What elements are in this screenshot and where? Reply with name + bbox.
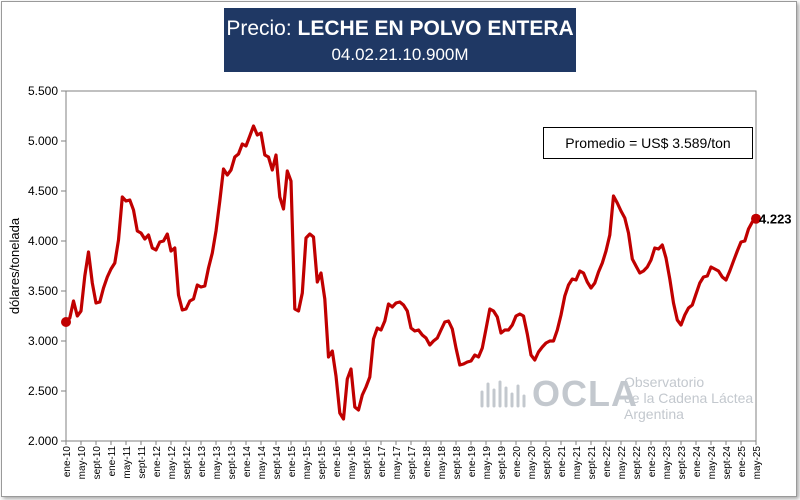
x-tick-label: may-10 <box>77 446 88 480</box>
x-tick-label: sept-22 <box>632 446 643 480</box>
last-point-marker <box>751 213 761 224</box>
x-tick-label: sept-15 <box>317 446 328 480</box>
x-tick-label: may-24 <box>707 446 718 480</box>
x-tick-label: ene-13 <box>197 446 208 478</box>
x-tick-label: may-12 <box>167 446 178 480</box>
x-tick-label: ene-14 <box>242 446 253 478</box>
y-tick-label: 5.500 <box>28 84 58 98</box>
ocla-line1: Observatorio <box>624 374 705 390</box>
ocla-watermark: OCLA Observatorio de la Cadena Láctea Ar… <box>478 372 758 428</box>
x-tick-label: ene-11 <box>107 446 118 477</box>
title-product: LECHE EN POLVO ENTERA <box>297 17 574 40</box>
ocla-line3: Argentina <box>624 406 684 422</box>
ocla-logo-icon <box>480 380 526 408</box>
x-tick-label: sept-11 <box>137 446 148 479</box>
chart-subtitle: 04.02.21.10.900M <box>331 45 469 64</box>
x-tick-label: ene-17 <box>377 446 388 478</box>
x-tick-label: ene-23 <box>647 446 658 478</box>
x-tick-label: may-19 <box>482 446 493 480</box>
x-tick-label: may-14 <box>257 446 268 480</box>
average-annotation: Promedio = US$ 3.589/ton <box>543 127 753 159</box>
x-tick-label: sept-14 <box>272 446 283 480</box>
x-tick-label: ene-12 <box>152 446 163 478</box>
y-tick-label: 4.500 <box>28 184 58 198</box>
x-tick-label: sept-18 <box>452 446 463 480</box>
x-tick-label: may-20 <box>527 446 538 480</box>
x-tick-label: may-11 <box>122 446 133 479</box>
x-tick-label: may-16 <box>347 446 358 480</box>
y-tick-label: 2.000 <box>28 434 58 448</box>
x-tick-label: ene-22 <box>602 446 613 478</box>
x-tick-label: sept-21 <box>587 446 598 480</box>
x-tick-label: sept-24 <box>722 446 733 480</box>
ocla-org-name: Observatorio de la Cadena Láctea Argenti… <box>624 374 753 422</box>
last-value-label: 4.223 <box>759 212 792 227</box>
x-tick-label: sept-13 <box>227 446 238 480</box>
ocla-brand-text: OCLA <box>532 373 638 414</box>
y-tick-label: 3.000 <box>28 334 58 348</box>
x-tick-label: may-21 <box>572 446 583 480</box>
chart-title-box: Precio: LECHE EN POLVO ENTERA 04.02.21.1… <box>224 8 576 72</box>
x-tick-label: sept-10 <box>92 446 103 480</box>
price-series-line <box>64 124 758 421</box>
y-axis-title: dólares/tonelada <box>7 217 22 314</box>
x-tick-label: may-18 <box>437 446 448 480</box>
chart-title: Precio: LECHE EN POLVO ENTERA <box>224 16 576 42</box>
x-tick-label: sept-19 <box>497 446 508 480</box>
x-tick-label: sept-23 <box>677 446 688 480</box>
y-tick-label: 5.000 <box>28 134 58 148</box>
ocla-line2: de la Cadena Láctea <box>624 390 754 406</box>
y-tick-label: 3.500 <box>28 284 58 298</box>
x-tick-label: ene-25 <box>737 446 748 478</box>
x-tick-label: sept-20 <box>542 446 553 480</box>
x-tick-label: may-23 <box>662 446 673 480</box>
y-tick-label: 2.500 <box>28 384 58 398</box>
x-tick-label: may-13 <box>212 446 223 480</box>
x-tick-label: may-17 <box>392 446 403 480</box>
x-tick-label: may-22 <box>617 446 628 480</box>
y-tick-label: 4.000 <box>28 234 58 248</box>
x-tick-label: ene-18 <box>422 446 433 478</box>
x-tick-label: sept-12 <box>182 446 193 480</box>
x-tick-label: ene-10 <box>62 446 73 478</box>
x-tick-label: ene-16 <box>332 446 343 478</box>
x-tick-label: ene-19 <box>467 446 478 478</box>
x-tick-label: ene-21 <box>557 446 568 478</box>
x-tick-label: may-15 <box>302 446 313 480</box>
x-tick-label: ene-20 <box>512 446 523 478</box>
x-tick-label: ene-15 <box>287 446 298 478</box>
first-point-marker <box>61 317 71 327</box>
title-prefix: Precio: <box>226 17 298 40</box>
x-tick-label: ene-24 <box>692 446 703 478</box>
x-tick-label: may-25 <box>752 446 763 480</box>
x-tick-label: sept-16 <box>362 446 373 480</box>
x-tick-label: sept-17 <box>407 446 418 480</box>
